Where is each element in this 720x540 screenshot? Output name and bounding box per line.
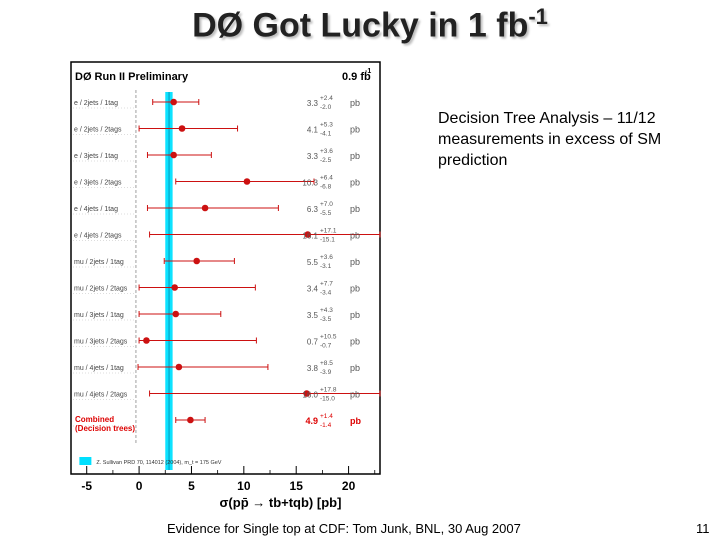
measurement-label: e / 4jets / 2tags	[74, 233, 122, 240]
plot-frame	[70, 61, 381, 475]
data-point	[304, 231, 312, 238]
x-axis-label: σ(pp̄ → tb+tqb) [pb]	[220, 495, 342, 510]
legend-text: Z. Sullivan PRD 70, 114012 (2004), m_t =…	[96, 460, 221, 466]
unit-label: pb	[350, 310, 360, 320]
error-plus-label: +17.8	[320, 387, 337, 394]
value-label: 3.8	[307, 364, 319, 373]
unit-label: pb	[350, 284, 360, 294]
value-label: 3.5	[307, 311, 319, 320]
value-label: 10.3	[302, 179, 318, 188]
measurement-label: mu / 4jets / 1tag	[74, 365, 124, 372]
x-tick-label: 0	[136, 479, 143, 493]
error-plus-label: +7.0	[320, 201, 333, 208]
data-point	[175, 363, 183, 371]
slide-title: DØ Got Lucky in 1 fb-1	[0, 4, 720, 45]
unit-label: pb	[350, 231, 360, 241]
error-minus-label: -15.0	[320, 396, 335, 403]
slide-title-text: DØ Got Lucky in 1 fb	[192, 6, 529, 45]
slide-footer: Evidence for Single top at CDF: Tom Junk…	[167, 521, 521, 536]
measurement-label: e / 4jets / 1tag	[74, 206, 118, 213]
x-tick-label: 10	[237, 479, 251, 493]
error-minus-label: -6.8	[320, 184, 332, 191]
measurement-label: mu / 2jets / 1tag	[74, 259, 124, 266]
value-label: 4.9	[305, 416, 318, 426]
combined-label-line2: (Decision trees)	[75, 424, 135, 433]
data-point	[171, 284, 178, 291]
error-minus-label: -3.9	[320, 369, 332, 376]
unit-label: pb	[350, 204, 360, 214]
error-plus-label: +1.4	[320, 413, 333, 420]
data-point	[193, 257, 200, 265]
legend-swatch	[79, 457, 92, 465]
data-point	[201, 204, 209, 212]
error-minus-label: -3.4	[320, 290, 332, 297]
data-point	[143, 337, 150, 344]
chart-header-right-superscript: -1	[365, 68, 371, 75]
error-plus-label: +3.6	[320, 148, 333, 155]
data-point	[243, 178, 251, 185]
error-minus-label: -2.5	[320, 157, 332, 164]
unit-label: pb	[350, 178, 360, 188]
error-minus-label: -1.4	[320, 422, 332, 429]
error-minus-label: -0.7	[320, 343, 332, 350]
error-plus-label: +17.1	[320, 228, 337, 235]
page-number: 11	[696, 521, 710, 536]
measurement-label: e / 2jets / 2tags	[74, 127, 122, 134]
data-point	[178, 125, 186, 132]
error-minus-label: -4.1	[320, 131, 332, 138]
unit-label: pb	[350, 257, 360, 267]
value-label: 3.3	[307, 99, 319, 108]
x-tick-label: 20	[342, 479, 356, 493]
error-minus-label: -5.5	[320, 210, 332, 217]
error-plus-label: +7.7	[320, 281, 333, 288]
error-plus-label: +4.3	[320, 307, 333, 314]
x-tick-label: 15	[290, 479, 304, 493]
value-label: 16.0	[302, 391, 318, 400]
error-minus-label: -2.0	[320, 104, 332, 111]
value-label: 0.7	[307, 338, 319, 347]
unit-label: pb	[350, 98, 360, 108]
value-label: 3.3	[307, 152, 319, 161]
data-point	[170, 151, 177, 159]
value-label: 6.3	[307, 205, 319, 214]
unit-label: pb	[350, 125, 360, 135]
measurement-label: e / 3jets / 2tags	[74, 180, 122, 187]
chart-figure: DØ Run II Preliminary 0.9 fb-1 e / 2jets /…	[70, 61, 381, 510]
combined-label-line1: Combined	[75, 415, 114, 424]
error-plus-label: +6.4	[320, 175, 333, 182]
measurement-label: mu / 2jets / 2tags	[74, 286, 128, 293]
error-minus-label: -3.5	[320, 316, 332, 323]
error-plus-label: +5.3	[320, 122, 333, 129]
error-plus-label: +3.6	[320, 254, 333, 261]
x-tick-label: -5	[81, 479, 92, 493]
error-minus-label: -3.1	[320, 263, 332, 270]
error-plus-label: +8.5	[320, 360, 333, 367]
unit-label: pb	[350, 363, 360, 373]
error-minus-label: -15.1	[320, 237, 335, 244]
data-point	[172, 310, 180, 318]
measurement-label: mu / 4jets / 2tags	[74, 392, 128, 399]
error-plus-label: +2.4	[320, 95, 333, 102]
measurement-label: mu / 3jets / 2tags	[74, 339, 128, 346]
data-point	[187, 416, 194, 424]
value-label: 3.4	[307, 285, 319, 294]
chart-header-left: DØ Run II Preliminary	[75, 71, 189, 83]
measurement-label: e / 3jets / 1tag	[74, 153, 118, 160]
analysis-note: Decision Tree Analysis – 11/12 measureme…	[438, 110, 662, 169]
measurement-label: mu / 3jets / 1tag	[74, 312, 124, 319]
chart-header-right: 0.9 fb	[342, 71, 371, 83]
data-point	[303, 390, 310, 397]
value-label: 4.1	[307, 126, 319, 135]
value-label: 16.1	[302, 232, 318, 241]
unit-label: pb	[350, 416, 361, 426]
measurement-label: e / 2jets / 1tag	[74, 100, 118, 107]
value-label: 5.5	[307, 258, 319, 267]
data-point	[170, 98, 177, 106]
unit-label: pb	[350, 151, 360, 161]
unit-label: pb	[350, 337, 360, 347]
unit-label: pb	[350, 390, 360, 400]
slide-title-superscript: -1	[528, 4, 548, 29]
error-plus-label: +10.5	[320, 334, 337, 341]
x-tick-label: 5	[188, 479, 195, 493]
